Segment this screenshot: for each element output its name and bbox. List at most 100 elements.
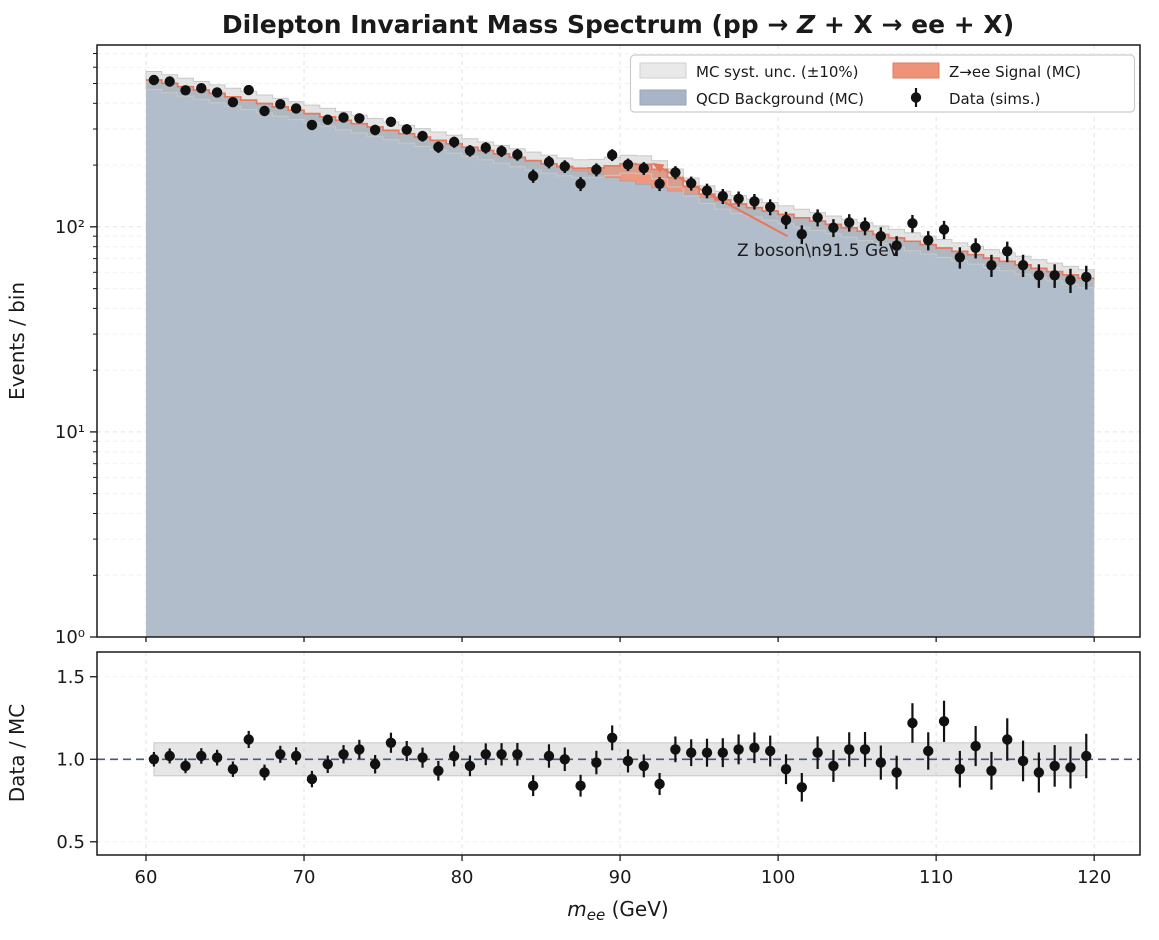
ratio-point <box>180 760 191 772</box>
data-point <box>670 167 681 178</box>
ratio-point <box>907 717 918 729</box>
x-tick-label: 70 <box>293 867 316 888</box>
y-tick-label: 10¹ <box>55 422 85 443</box>
legend-label-syst-unc: MC syst. unc. (±10%) <box>696 63 859 81</box>
ratio-point <box>496 749 507 760</box>
axes: 10⁰ 10¹ 10² 0.5 1.0 1.5 60 70 80 90 100 110 120 <box>55 44 1141 888</box>
data-point <box>970 242 981 253</box>
data-point <box>875 231 887 242</box>
ratio-point <box>148 754 160 765</box>
data-point <box>385 116 397 128</box>
main-y-axis-label: Events / bin <box>5 282 29 400</box>
mc-syst-unc-band <box>145 71 1095 289</box>
ratio-point <box>591 757 602 768</box>
ratio-point <box>733 744 744 755</box>
legend: MC syst. unc. (±10%) QCD Background (MC)… <box>629 54 1136 113</box>
ratio-point <box>717 747 728 758</box>
ratio-point <box>259 767 270 778</box>
ratio-point <box>527 780 539 791</box>
data-point <box>464 145 476 156</box>
ratio-point <box>606 732 618 743</box>
data-point <box>338 112 349 123</box>
y-tick-label: 10⁰ <box>55 627 85 648</box>
ratio-point <box>448 750 460 762</box>
ratio-point <box>196 750 207 762</box>
data-point <box>828 222 839 233</box>
ratio-point <box>306 773 318 785</box>
data-point <box>433 141 444 153</box>
data-point <box>1081 271 1092 283</box>
data-point <box>844 217 855 228</box>
ratio-point <box>685 747 697 758</box>
ratio-point <box>828 760 839 772</box>
legend-swatch-syst-unc <box>639 62 687 79</box>
legend-swatch-zee-signal <box>892 62 940 79</box>
data-point <box>749 196 760 207</box>
ratio-point <box>844 744 855 755</box>
data-point <box>575 178 586 189</box>
ratio-point <box>796 782 808 793</box>
ratio-content <box>97 700 1140 802</box>
legend-swatch-qcd-background <box>639 89 687 106</box>
data-point <box>907 218 918 229</box>
ratio-point <box>385 737 397 748</box>
ratio-point <box>227 764 239 775</box>
data-point <box>606 149 618 161</box>
title-italic-z: Z <box>796 10 816 39</box>
data-point <box>796 229 808 240</box>
legend-label-qcd-background: QCD Background (MC) <box>696 90 864 108</box>
ratio-point <box>290 750 302 762</box>
data-point <box>717 191 728 202</box>
ratio-point <box>701 747 713 758</box>
data-point <box>480 142 491 153</box>
title-pre: Dilepton Invariant Mass Spectrum (pp → <box>222 10 797 39</box>
data-point <box>1002 246 1013 257</box>
data-point <box>148 74 160 86</box>
ratio-point <box>891 767 902 778</box>
x-tick-label: 90 <box>609 867 632 888</box>
ratio-panel-spine <box>96 651 1141 856</box>
data-point <box>243 84 254 96</box>
data-point <box>859 220 871 232</box>
ratio-point <box>338 749 349 760</box>
ratio-point <box>575 780 586 791</box>
data-point <box>290 103 302 114</box>
data-point <box>512 149 523 160</box>
x-axis-label: mee (GeV) <box>567 897 668 924</box>
data-point <box>1049 270 1060 281</box>
plot-render-root: 10⁰ 10¹ 10² 0.5 1.0 1.5 60 70 80 90 100 110 120 <box>55 44 1141 888</box>
annotation-arrow <box>651 162 789 238</box>
data-point <box>496 145 507 157</box>
data-point <box>559 161 570 172</box>
data-point <box>986 260 997 271</box>
data-point <box>701 185 713 196</box>
total-line <box>146 79 1095 280</box>
ratio-y-tick-label: 0.5 <box>56 832 85 853</box>
ratio-point <box>923 745 934 757</box>
ratio-point <box>322 759 333 770</box>
legend-label-zee-signal: Z→ee Signal (MC) <box>949 63 1081 81</box>
data-point <box>306 119 318 131</box>
data-point <box>527 170 539 182</box>
x-tick-label: 100 <box>761 867 795 888</box>
syst-band <box>145 71 1095 289</box>
data-point <box>211 87 223 98</box>
ratio-point <box>1081 750 1092 762</box>
data-point <box>638 163 649 174</box>
data-points <box>148 74 1092 293</box>
ratio-point <box>354 744 365 755</box>
ratio-point <box>859 744 871 755</box>
x-tick-label: 60 <box>135 867 158 888</box>
data-point <box>180 85 191 96</box>
ratio-point <box>164 750 175 762</box>
annotation-arrow-line <box>661 167 789 238</box>
data-point <box>354 113 365 124</box>
data-point <box>1017 260 1029 271</box>
data-point <box>622 159 634 170</box>
x-tick-label: 110 <box>919 867 953 888</box>
ratio-point <box>622 755 634 767</box>
ratio-point <box>1033 767 1045 778</box>
ratio-point <box>433 765 444 776</box>
ratio-point <box>970 740 981 752</box>
data-point <box>401 124 412 135</box>
